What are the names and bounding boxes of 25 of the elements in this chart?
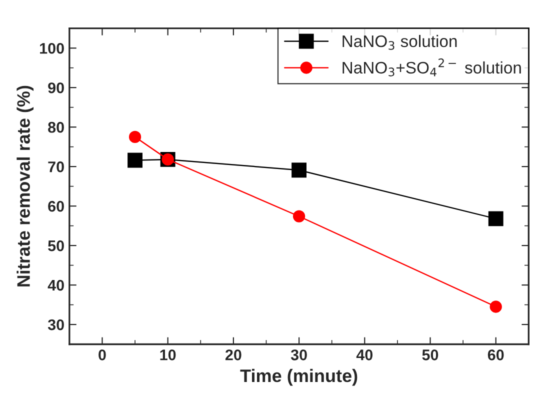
point	[488, 211, 504, 226]
y-tick-label: 70	[48, 161, 64, 172]
legend-label: NaNO$_{3}$ solution	[342, 34, 457, 50]
x-tick-label: 30	[290, 350, 307, 360]
x-axis-title: Time (minute)	[240, 368, 358, 386]
x-tick-label: 10	[160, 350, 176, 360]
y-tick-label: 90	[48, 82, 64, 94]
point	[292, 162, 307, 178]
legend-label: NaNO$_{3}$+SO$_{4}$$^{2−}$ solution	[342, 58, 521, 76]
point	[490, 300, 502, 313]
y-axis-title: Nitrate removal rate (%)	[16, 86, 34, 286]
y-tick-label: 80	[48, 122, 64, 133]
y-tick-label: 50	[48, 240, 64, 252]
x-tick-label: 20	[225, 350, 242, 360]
x-tick-label: 40	[356, 350, 373, 360]
y-tick-label: 60	[48, 200, 64, 212]
x-tick-label: 50	[422, 350, 438, 360]
x-tick-label: 0	[98, 350, 106, 360]
point	[292, 210, 306, 222]
y-tick-label: 100	[40, 42, 64, 54]
point	[128, 152, 142, 168]
point	[128, 130, 142, 144]
y-tick-label: 40	[48, 280, 64, 291]
y-tick-label: 30	[48, 319, 64, 330]
x-tick-label: 60	[488, 350, 504, 360]
